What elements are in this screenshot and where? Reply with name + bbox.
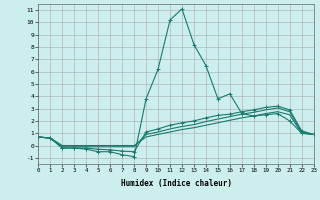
- X-axis label: Humidex (Indice chaleur): Humidex (Indice chaleur): [121, 179, 231, 188]
